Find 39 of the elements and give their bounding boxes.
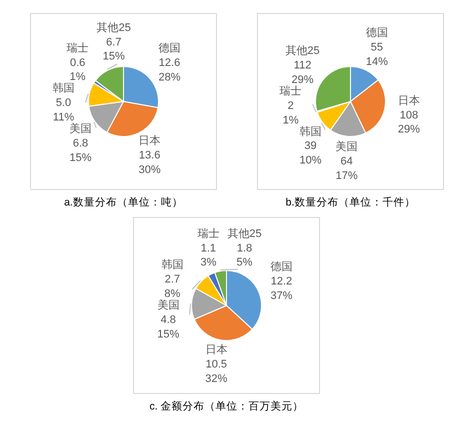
data-label: 112 29% bbox=[292, 59, 314, 86]
data-label: 39 10% bbox=[300, 140, 322, 167]
slice-label: 瑞士 bbox=[197, 226, 220, 240]
data-label: 2 1% bbox=[282, 100, 299, 126]
slice-label: 瑞士 bbox=[280, 84, 302, 98]
slice-label: 日本 bbox=[398, 94, 420, 107]
slice-label: 德国 bbox=[366, 27, 388, 40]
slice-label: 韩国 bbox=[161, 258, 184, 272]
slice-label: 其他25 bbox=[227, 226, 262, 240]
slice-label: 德国 bbox=[270, 261, 292, 274]
data-label: 5.0 11% bbox=[52, 96, 74, 124]
slice-label: 德国 bbox=[158, 42, 181, 55]
slice-label: 日本 bbox=[138, 134, 161, 148]
slice-label: 韩国 bbox=[300, 124, 322, 138]
slice-label: 美国 bbox=[336, 140, 358, 153]
text: a.数量分布（单位：吨） bbox=[64, 196, 183, 208]
data-label: 2.7 8% bbox=[164, 274, 181, 300]
slice-label: 美国 bbox=[157, 298, 180, 312]
data-label: 108 29% bbox=[398, 109, 420, 136]
data-label: 6.8 15% bbox=[70, 137, 92, 164]
data-label: 12.2 37% bbox=[270, 275, 293, 302]
slice-label: 瑞士 bbox=[66, 41, 89, 54]
data-label: 4.8 15% bbox=[157, 314, 180, 340]
slice-label: 美国 bbox=[70, 122, 92, 135]
data-label: 1.8 5% bbox=[236, 242, 253, 269]
data-label: 55 14% bbox=[366, 42, 388, 68]
slice-label: 韩国 bbox=[52, 82, 75, 95]
data-label: 10.5 32% bbox=[205, 358, 228, 386]
data-label: 13.6 30% bbox=[138, 150, 161, 176]
data-label: 6.7 15% bbox=[102, 36, 125, 63]
data-label: 1.1 3% bbox=[200, 242, 217, 269]
slice-label: 其他25 bbox=[96, 20, 131, 34]
text: c. 金额分布（单位：百万美元） bbox=[149, 400, 304, 412]
data-label: 12.6 28% bbox=[158, 56, 181, 84]
slice-label: 其他25 bbox=[285, 44, 320, 58]
data-label: 0.6 1% bbox=[70, 56, 86, 84]
slice-label: 日本 bbox=[205, 343, 228, 356]
text: b.数量分布（单位：千件） bbox=[286, 196, 416, 208]
data-label: 64 17% bbox=[336, 155, 358, 182]
